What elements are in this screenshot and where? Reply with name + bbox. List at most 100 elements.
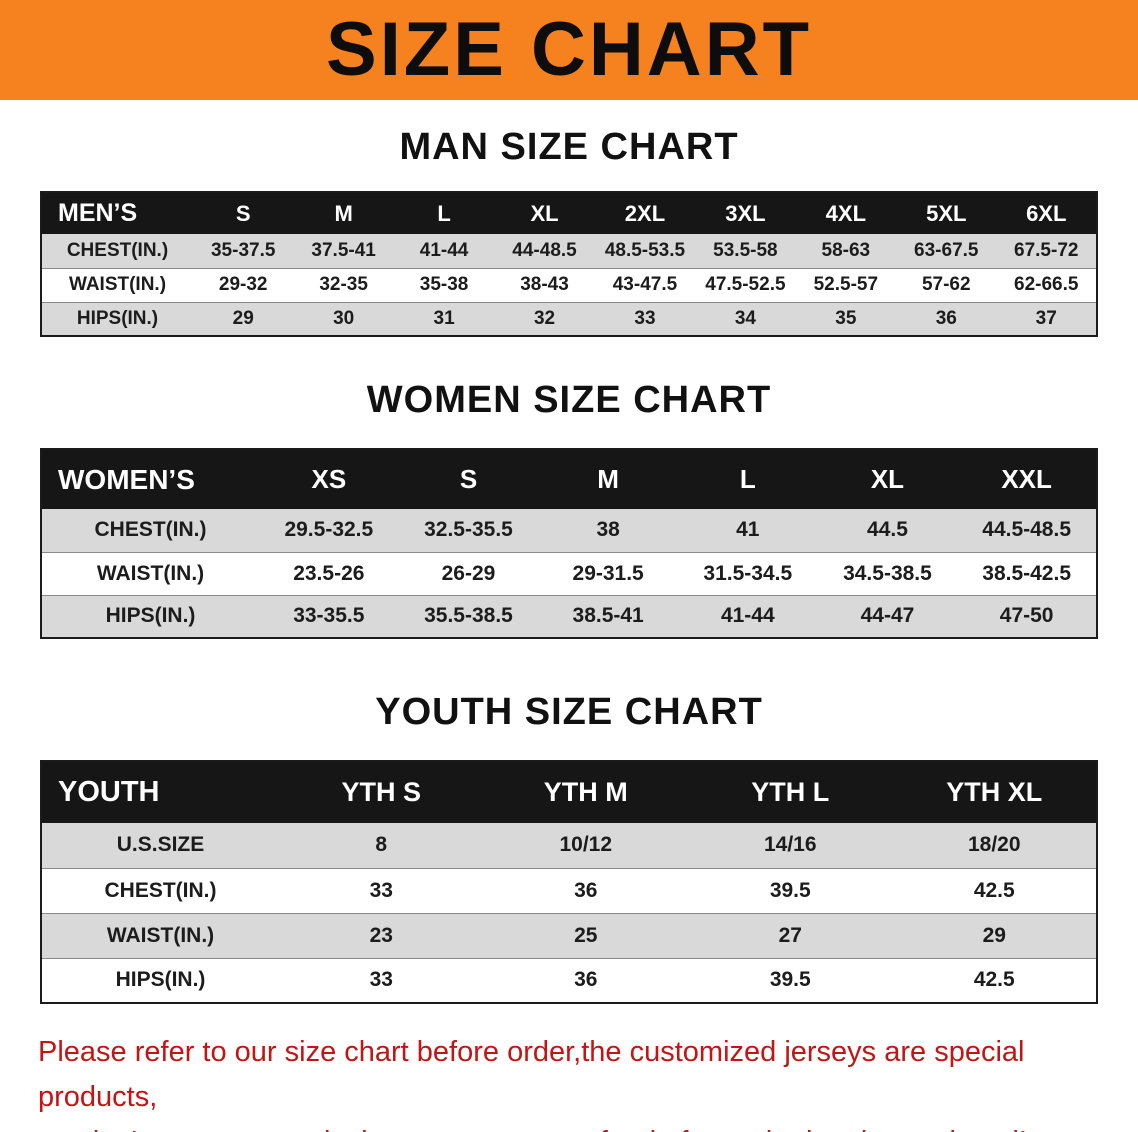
- value-cell: 36: [483, 958, 688, 1003]
- size-header-row: YOUTH YTH S YTH M YTH L YTH XL: [41, 761, 1097, 823]
- value-cell: 29-31.5: [538, 552, 678, 596]
- value-cell: 41-44: [677, 595, 818, 638]
- size-header-cell: XXL: [957, 449, 1097, 509]
- table-group-label: MEN’S: [41, 192, 193, 234]
- size-header-row: WOMEN’S XS S M L XL XXL: [41, 449, 1097, 509]
- size-header-cell: XL: [494, 192, 595, 234]
- measurement-row: WAIST(IN.) 23 25 27 29: [41, 913, 1097, 959]
- measurement-row: CHEST(IN.) 29.5-32.5 32.5-35.5 38 41 44.5 44.5…: [41, 509, 1097, 553]
- value-cell: 25: [483, 913, 688, 959]
- footer-notice: Please refer to our size chart before or…: [38, 1030, 1100, 1132]
- value-cell: 38: [538, 509, 678, 553]
- value-cell: 29-32: [193, 268, 294, 303]
- value-cell: 38-43: [494, 268, 595, 303]
- value-cell: 29: [193, 302, 294, 336]
- size-header-cell: L: [677, 449, 818, 509]
- value-cell: 18/20: [892, 823, 1097, 869]
- value-cell: 58-63: [795, 234, 897, 269]
- row-label-cell: CHEST(IN.): [41, 868, 279, 914]
- value-cell: 35-37.5: [193, 234, 294, 269]
- size-header-cell: L: [393, 192, 495, 234]
- table-group-label: WOMEN’S: [41, 449, 259, 509]
- size-header-cell: YTH S: [279, 761, 484, 823]
- value-cell: 33: [279, 868, 484, 914]
- value-cell: 35-38: [393, 268, 495, 303]
- value-cell: 44-48.5: [494, 234, 595, 269]
- measurement-row: HIPS(IN.) 33-35.5 35.5-38.5 38.5-41 41-44 44-…: [41, 595, 1097, 638]
- value-cell: 29.5-32.5: [259, 509, 399, 553]
- size-header-cell: S: [193, 192, 294, 234]
- value-cell: 23.5-26: [259, 552, 399, 596]
- size-header-cell: YTH XL: [892, 761, 1097, 823]
- table-group-label: YOUTH: [41, 761, 279, 823]
- row-label-cell: CHEST(IN.): [41, 509, 259, 553]
- value-cell: 32-35: [293, 268, 394, 303]
- value-cell: 53.5-58: [695, 234, 796, 269]
- measurement-row: U.S.SIZE 8 10/12 14/16 18/20: [41, 823, 1097, 869]
- value-cell: 63-67.5: [896, 234, 997, 269]
- value-cell: 35: [795, 302, 897, 336]
- size-header-cell: 3XL: [695, 192, 796, 234]
- value-cell: 57-62: [896, 268, 997, 303]
- banner-title: SIZE CHART: [326, 7, 812, 92]
- notice-line-1: Please refer to our size chart before or…: [38, 1036, 1025, 1113]
- size-header-cell: YTH M: [483, 761, 688, 823]
- value-cell: 43-47.5: [594, 268, 696, 303]
- value-cell: 33: [279, 958, 484, 1003]
- value-cell: 30: [293, 302, 394, 336]
- value-cell: 67.5-72: [996, 234, 1097, 269]
- women-section-title: WOMEN SIZE CHART: [366, 379, 772, 421]
- value-cell: 33-35.5: [259, 595, 399, 638]
- value-cell: 41: [677, 509, 818, 553]
- value-cell: 31: [393, 302, 495, 336]
- size-header-cell: S: [398, 449, 539, 509]
- measurement-row: HIPS(IN.) 29 30 31 32 33 34 35 36 37: [41, 302, 1097, 336]
- youth-size-section: YOUTH SIZE CHART YOUTH YTH S YTH M YTH L YTH…: [0, 691, 1138, 1004]
- row-label-cell: U.S.SIZE: [41, 823, 279, 869]
- value-cell: 38.5-42.5: [957, 552, 1097, 596]
- value-cell: 36: [896, 302, 997, 336]
- notice-line-2: we don't accept cancel, change, teturn o…: [38, 1120, 1100, 1132]
- size-header-cell: 5XL: [896, 192, 997, 234]
- value-cell: 36: [483, 868, 688, 914]
- measurement-row: HIPS(IN.) 33 36 39.5 42.5: [41, 958, 1097, 1003]
- value-cell: 48.5-53.5: [594, 234, 696, 269]
- value-cell: 39.5: [688, 868, 893, 914]
- value-cell: 33: [594, 302, 696, 336]
- value-cell: 37.5-41: [293, 234, 394, 269]
- value-cell: 42.5: [892, 868, 1097, 914]
- size-header-cell: M: [293, 192, 394, 234]
- size-header-cell: M: [538, 449, 678, 509]
- value-cell: 38.5-41: [538, 595, 678, 638]
- value-cell: 26-29: [398, 552, 539, 596]
- row-label-cell: WAIST(IN.): [41, 552, 259, 596]
- row-label-cell: HIPS(IN.): [41, 958, 279, 1003]
- value-cell: 34.5-38.5: [817, 552, 958, 596]
- measurement-row: CHEST(IN.) 35-37.5 37.5-41 41-44 44-48.5 48.5…: [41, 234, 1097, 269]
- row-label-cell: WAIST(IN.): [41, 913, 279, 959]
- value-cell: 44-47: [817, 595, 958, 638]
- women-size-section: WOMEN SIZE CHART WOMEN’S XS S M L XL XXL CHEST(…: [0, 379, 1138, 639]
- value-cell: 41-44: [393, 234, 495, 269]
- value-cell: 44.5-48.5: [957, 509, 1097, 553]
- value-cell: 37: [996, 302, 1097, 336]
- value-cell: 31.5-34.5: [677, 552, 818, 596]
- size-header-cell: XL: [817, 449, 958, 509]
- size-header-cell: 2XL: [594, 192, 696, 234]
- youth-size-table: YOUTH YTH S YTH M YTH L YTH XL U.S.SIZE 8 10/12…: [40, 760, 1098, 1004]
- size-header-cell: YTH L: [688, 761, 893, 823]
- value-cell: 47.5-52.5: [695, 268, 796, 303]
- value-cell: 32: [494, 302, 595, 336]
- value-cell: 35.5-38.5: [398, 595, 539, 638]
- size-header-row: MEN’S S M L XL 2XL 3XL 4XL 5XL 6XL: [41, 192, 1097, 234]
- size-header-cell: 4XL: [795, 192, 897, 234]
- value-cell: 27: [688, 913, 893, 959]
- measurement-row: WAIST(IN.) 29-32 32-35 35-38 38-43 43-47.5 47.…: [41, 268, 1097, 303]
- youth-section-title: YOUTH SIZE CHART: [375, 691, 763, 733]
- men-section-title: MAN SIZE CHART: [399, 126, 739, 168]
- row-label-cell: CHEST(IN.): [41, 234, 193, 269]
- value-cell: 42.5: [892, 958, 1097, 1003]
- value-cell: 29: [892, 913, 1097, 959]
- banner: SIZE CHART: [0, 0, 1138, 100]
